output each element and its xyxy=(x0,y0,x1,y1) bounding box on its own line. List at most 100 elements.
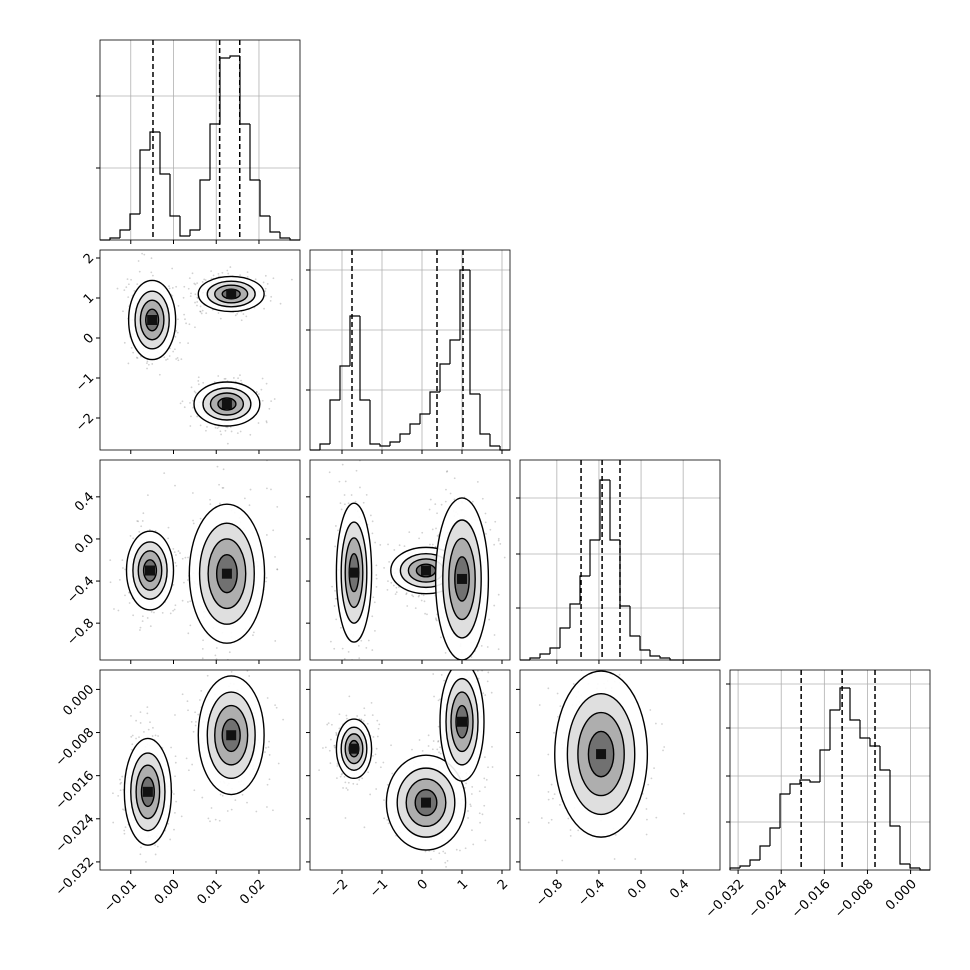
scatter-texture xyxy=(146,706,149,709)
scatter-texture xyxy=(569,829,572,831)
histogram-bin xyxy=(739,865,750,868)
scatter-texture xyxy=(120,781,123,784)
x-tick-label: −0.4 xyxy=(575,877,608,910)
scatter-texture xyxy=(188,277,191,280)
scatter-texture xyxy=(345,787,348,790)
scatter-texture xyxy=(145,875,147,877)
scatter-texture xyxy=(219,430,222,433)
scatter-texture xyxy=(417,595,420,598)
scatter-texture xyxy=(234,799,237,801)
scatter-texture xyxy=(174,755,177,758)
scatter-texture xyxy=(142,512,145,515)
scatter-texture xyxy=(439,746,441,749)
scatter-texture xyxy=(572,683,575,685)
histogram-bin xyxy=(139,149,150,214)
histogram-bin xyxy=(559,627,570,648)
scatter-texture xyxy=(478,812,481,815)
scatter-texture xyxy=(394,593,397,596)
scatter-texture xyxy=(173,348,176,351)
density-peak xyxy=(596,749,607,760)
scatter-texture xyxy=(318,769,320,772)
histogram-bin xyxy=(799,779,810,784)
histogram-bin xyxy=(459,269,470,340)
scatter-texture xyxy=(268,740,270,743)
scatter-texture xyxy=(553,793,556,796)
histogram-bin xyxy=(569,603,580,628)
scatter-texture xyxy=(187,709,189,712)
scatter-texture xyxy=(493,543,496,546)
scatter-texture xyxy=(236,312,239,315)
scatter-texture xyxy=(217,425,220,428)
scatter-texture xyxy=(328,749,331,752)
scatter-texture xyxy=(143,731,145,733)
histogram-bin xyxy=(209,123,220,180)
y-tick-label: −0.8 xyxy=(64,616,97,649)
scatter-texture xyxy=(493,604,496,607)
scatter-texture xyxy=(558,803,561,806)
scatter-texture xyxy=(406,605,409,607)
scatter-texture xyxy=(122,808,124,811)
scatter-texture xyxy=(277,762,280,765)
panel-frame xyxy=(309,249,511,451)
scatter-texture xyxy=(264,663,266,665)
scatter-texture xyxy=(137,260,140,262)
scatter-texture xyxy=(255,810,258,813)
scatter-texture xyxy=(265,576,268,579)
y-tick-label: 0 xyxy=(81,331,97,347)
scatter-texture xyxy=(356,715,359,717)
scatter-texture xyxy=(186,700,189,703)
scatter-texture xyxy=(181,599,184,602)
scatter-texture xyxy=(550,818,553,821)
scatter-texture xyxy=(123,809,126,811)
scatter-texture xyxy=(190,720,193,723)
histogram-bin xyxy=(369,400,380,445)
scatter-texture xyxy=(433,695,435,698)
scatter-texture xyxy=(485,532,487,535)
scatter-texture xyxy=(194,711,197,714)
scatter-texture xyxy=(344,817,347,819)
scatter-texture xyxy=(264,290,267,293)
scatter-texture xyxy=(132,614,135,617)
scatter-texture xyxy=(163,472,166,475)
scatter-texture xyxy=(240,319,243,322)
scatter-texture xyxy=(372,736,375,738)
x-tick-label: −0.016 xyxy=(789,877,834,922)
scatter-texture xyxy=(138,270,141,273)
histogram-bin xyxy=(549,647,560,654)
scatter-texture xyxy=(446,470,449,472)
scatter-texture xyxy=(350,494,353,496)
scatter-texture xyxy=(190,415,192,418)
scatter-texture xyxy=(646,818,648,821)
scatter-texture xyxy=(245,315,248,318)
scatter-texture xyxy=(264,274,267,277)
scatter-texture xyxy=(663,746,666,748)
scatter-texture xyxy=(377,727,380,730)
scatter-texture xyxy=(214,426,217,429)
scatter-texture xyxy=(228,651,231,654)
scatter-texture xyxy=(484,786,486,789)
scatter-texture xyxy=(476,481,479,483)
scatter-texture xyxy=(175,800,178,803)
scatter-texture xyxy=(128,591,130,594)
scatter-texture xyxy=(234,314,237,317)
scatter-texture xyxy=(490,691,493,694)
scatter-texture xyxy=(371,649,374,651)
scatter-texture xyxy=(246,670,249,672)
scatter-texture xyxy=(435,619,438,622)
scatter-texture xyxy=(132,351,135,354)
scatter-texture xyxy=(362,501,365,504)
scatter-texture xyxy=(334,597,337,600)
scatter-texture xyxy=(452,662,454,664)
scatter-texture xyxy=(577,829,580,832)
scatter-texture xyxy=(221,487,224,489)
scatter-texture xyxy=(374,753,377,756)
histogram-bin xyxy=(809,780,820,783)
scatter-texture xyxy=(180,815,183,818)
scatter-texture xyxy=(434,503,437,506)
scatter-texture xyxy=(264,294,267,297)
scatter-texture xyxy=(171,287,174,289)
scatter-texture xyxy=(346,717,348,720)
scatter-texture xyxy=(412,595,415,598)
scatter-texture xyxy=(199,310,202,313)
